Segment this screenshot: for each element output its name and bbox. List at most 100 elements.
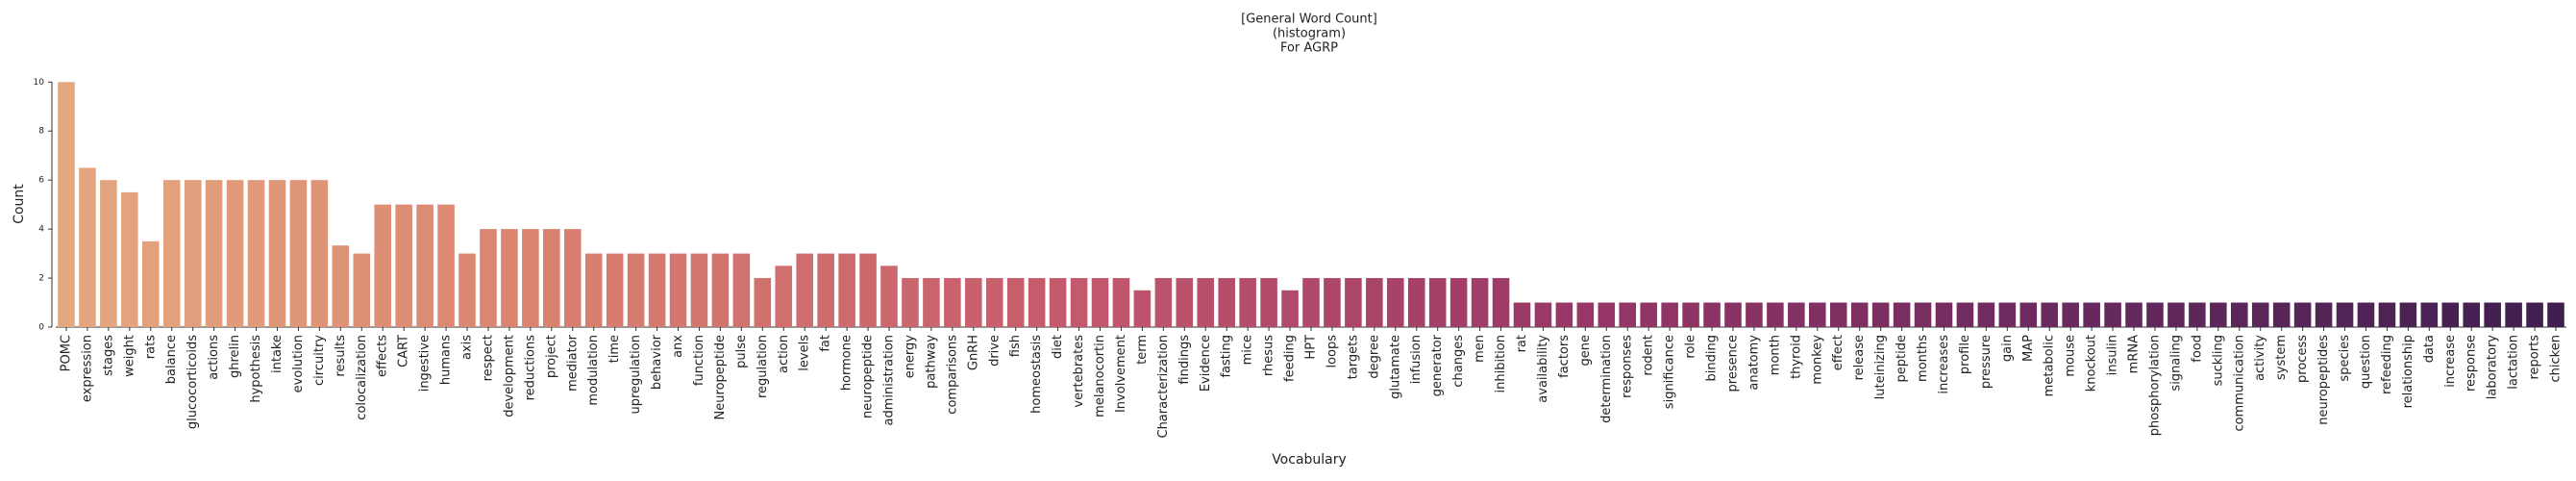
x-tick-label: increases (1937, 335, 1951, 394)
y-tick-label: 4 (38, 225, 44, 235)
bar (2526, 302, 2543, 327)
x-tick-label: question (2359, 335, 2373, 389)
bar (310, 180, 329, 327)
bar (58, 82, 75, 327)
x-tick-label: responses (1621, 335, 1635, 398)
x-tick-label: Characterization (1156, 335, 1171, 439)
y-tick-label: 0 (38, 323, 44, 333)
bar (458, 253, 476, 327)
bar (2125, 302, 2143, 327)
bar (2251, 302, 2269, 327)
bar (1703, 302, 1721, 327)
x-tick-label: glutamate (1388, 335, 1402, 399)
x-tick-label: neuropeptide (861, 335, 876, 418)
x-tick-label: Involvement (1114, 335, 1128, 413)
x-tick-label: refeeding (2380, 335, 2394, 394)
bar (268, 180, 286, 327)
x-tick-label: monkey (1810, 335, 1824, 385)
x-tick-label: expression (80, 335, 94, 402)
bar (501, 229, 518, 327)
bar (775, 266, 793, 327)
x-tick-label: results (334, 335, 348, 377)
bar (1428, 278, 1447, 327)
x-tick-label: weight (122, 335, 136, 377)
bar (690, 253, 708, 327)
x-tick-label: men (1473, 335, 1487, 363)
x-tick-label: rodent (1642, 335, 1656, 376)
x-tick-label: mRNA (2127, 335, 2142, 373)
bar (1407, 278, 1425, 327)
bar (1471, 278, 1489, 327)
x-tick-label: balance (164, 335, 179, 384)
x-tick-label: regulation (755, 335, 770, 398)
x-tick-label: increase (2443, 335, 2458, 388)
bar (2231, 302, 2248, 327)
x-tick-label: months (1916, 335, 1930, 382)
x-tick-label: laboratory (2486, 335, 2500, 399)
bar (1324, 278, 1341, 327)
bar (2378, 302, 2396, 327)
x-tick-label: fasting (1220, 335, 1234, 378)
x-tick-label: degree (1367, 335, 1381, 379)
x-tick-label: reductions (523, 335, 537, 401)
x-tick-label: melanocortin (1093, 335, 1107, 418)
x-tick-label: function (692, 335, 706, 386)
x-tick-label: MAP (2021, 335, 2036, 362)
bar (2315, 302, 2333, 327)
bar (184, 180, 202, 327)
bar (1049, 278, 1067, 327)
bar (2041, 302, 2059, 327)
bar (2062, 302, 2079, 327)
x-tick-label: changes (1451, 335, 1466, 388)
bar (754, 278, 772, 327)
bar (1218, 278, 1235, 327)
x-tick-label: fat (819, 335, 833, 352)
x-tick-label: binding (1705, 335, 1720, 381)
x-tick-label: thyroid (1789, 335, 1803, 379)
bar (1767, 302, 1784, 327)
bar (2083, 302, 2100, 327)
bar (965, 278, 982, 327)
bar (1555, 302, 1573, 327)
bar (817, 253, 834, 327)
x-tick-label: significance (1663, 335, 1677, 409)
x-axis-label: Vocabulary (1272, 452, 1347, 468)
x-tick-label: pressure (1979, 335, 1994, 389)
bar (162, 180, 181, 327)
x-tick-label: food (2190, 335, 2204, 363)
bar (437, 204, 455, 327)
x-tick-label: availability (1536, 335, 1550, 403)
bar (1724, 302, 1742, 327)
bar (838, 253, 855, 327)
x-tick-label: pathway (924, 335, 938, 389)
x-tick-label: knockout (2085, 335, 2099, 392)
x-tick-label: role (1684, 335, 1698, 359)
bar (732, 253, 751, 327)
bar (711, 253, 730, 327)
bar (1281, 290, 1299, 327)
x-tick-label: GnRH (966, 335, 980, 370)
bar (1028, 278, 1046, 327)
x-tick-label: profile (1958, 335, 1972, 374)
x-tick-label: hormone (840, 335, 855, 391)
bar (796, 253, 813, 327)
x-tick-label: mice (1241, 335, 1255, 365)
x-tick-label: modulation (586, 335, 601, 406)
bar (1302, 278, 1320, 327)
x-tick-label: respect (481, 335, 495, 381)
bar (1091, 278, 1109, 327)
y-tick-label: 8 (38, 127, 44, 137)
bar (2293, 302, 2312, 327)
x-tick-label: term (1135, 335, 1150, 365)
x-tick-label: gain (2000, 335, 2015, 362)
x-tick-label: release (1852, 335, 1867, 380)
x-tick-label: administration (882, 335, 897, 425)
x-tick-label: development (502, 335, 516, 418)
y-tick-label: 2 (38, 274, 44, 284)
bar (1956, 302, 1974, 327)
x-tick-label: project (544, 335, 558, 378)
bar (1850, 302, 1869, 327)
bar (332, 245, 350, 327)
bar (606, 253, 624, 327)
x-tick-label: loops (1325, 335, 1339, 368)
